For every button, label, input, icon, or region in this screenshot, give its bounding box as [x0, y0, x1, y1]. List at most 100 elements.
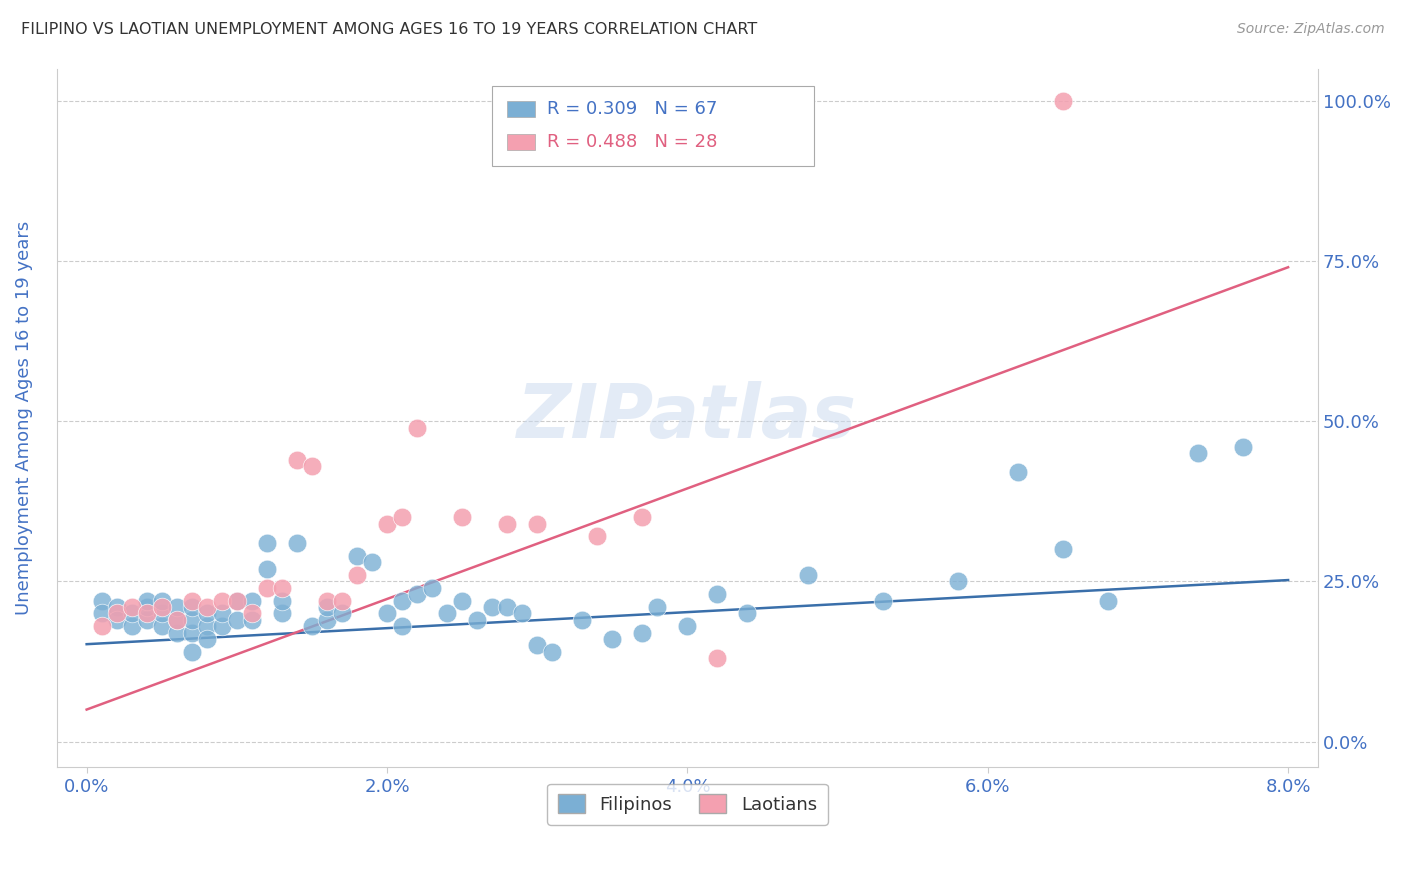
Point — [256, 581, 278, 595]
Point — [285, 536, 308, 550]
Point — [586, 529, 609, 543]
Point — [195, 632, 218, 646]
Point — [180, 625, 202, 640]
Legend: Filipinos, Laotians: Filipinos, Laotians — [547, 783, 828, 824]
Point — [166, 613, 188, 627]
Point — [285, 452, 308, 467]
Point — [270, 593, 292, 607]
Point — [375, 516, 398, 531]
Point — [420, 581, 443, 595]
Point — [195, 619, 218, 633]
Point — [391, 510, 413, 524]
Point — [541, 645, 564, 659]
Point — [150, 607, 173, 621]
Point — [301, 619, 323, 633]
Point — [465, 613, 488, 627]
Point — [451, 510, 474, 524]
Point — [225, 593, 247, 607]
Point — [225, 613, 247, 627]
Text: FILIPINO VS LAOTIAN UNEMPLOYMENT AMONG AGES 16 TO 19 YEARS CORRELATION CHART: FILIPINO VS LAOTIAN UNEMPLOYMENT AMONG A… — [21, 22, 758, 37]
Point — [375, 607, 398, 621]
Point — [496, 599, 519, 614]
Point — [150, 593, 173, 607]
Point — [180, 599, 202, 614]
Point — [135, 607, 157, 621]
Text: ZIPatlas: ZIPatlas — [517, 382, 858, 454]
Point — [135, 599, 157, 614]
Point — [706, 587, 728, 601]
Point — [240, 613, 263, 627]
Point — [240, 593, 263, 607]
Text: R = 0.309   N = 67: R = 0.309 N = 67 — [547, 100, 717, 118]
Point — [451, 593, 474, 607]
Point — [240, 607, 263, 621]
Point — [330, 593, 353, 607]
Point — [1232, 440, 1254, 454]
Point — [361, 555, 384, 569]
Bar — [508, 134, 534, 150]
Point — [150, 599, 173, 614]
Point — [121, 599, 143, 614]
Point — [1007, 466, 1029, 480]
Point — [316, 613, 339, 627]
Point — [391, 593, 413, 607]
Point — [135, 613, 157, 627]
Point — [105, 607, 128, 621]
Point — [211, 607, 233, 621]
Point — [796, 568, 818, 582]
Bar — [508, 102, 534, 117]
Point — [166, 613, 188, 627]
Point — [737, 607, 759, 621]
Point — [872, 593, 894, 607]
Point — [166, 599, 188, 614]
Point — [406, 587, 429, 601]
Point — [121, 619, 143, 633]
Point — [211, 619, 233, 633]
Point — [1097, 593, 1119, 607]
Point — [631, 625, 654, 640]
Point — [166, 625, 188, 640]
Point — [195, 607, 218, 621]
Point — [600, 632, 623, 646]
Point — [676, 619, 699, 633]
Text: R = 0.488   N = 28: R = 0.488 N = 28 — [547, 133, 717, 151]
Point — [330, 607, 353, 621]
FancyBboxPatch shape — [492, 86, 814, 166]
Point — [526, 639, 548, 653]
Point — [90, 607, 112, 621]
Point — [90, 619, 112, 633]
Point — [270, 607, 292, 621]
Point — [301, 458, 323, 473]
Point — [135, 593, 157, 607]
Point — [647, 599, 669, 614]
Point — [105, 613, 128, 627]
Point — [180, 645, 202, 659]
Point — [706, 651, 728, 665]
Point — [631, 510, 654, 524]
Point — [180, 613, 202, 627]
Y-axis label: Unemployment Among Ages 16 to 19 years: Unemployment Among Ages 16 to 19 years — [15, 220, 32, 615]
Point — [436, 607, 458, 621]
Point — [406, 420, 429, 434]
Point — [1052, 542, 1074, 557]
Point — [346, 568, 368, 582]
Point — [316, 593, 339, 607]
Point — [150, 619, 173, 633]
Point — [225, 593, 247, 607]
Point — [510, 607, 533, 621]
Point — [1187, 446, 1209, 460]
Point — [481, 599, 503, 614]
Point — [180, 593, 202, 607]
Point — [346, 549, 368, 563]
Point — [270, 581, 292, 595]
Point — [526, 516, 548, 531]
Text: Source: ZipAtlas.com: Source: ZipAtlas.com — [1237, 22, 1385, 37]
Point — [946, 574, 969, 589]
Point — [195, 599, 218, 614]
Point — [256, 561, 278, 575]
Point — [391, 619, 413, 633]
Point — [90, 593, 112, 607]
Point — [316, 599, 339, 614]
Point — [121, 607, 143, 621]
Point — [256, 536, 278, 550]
